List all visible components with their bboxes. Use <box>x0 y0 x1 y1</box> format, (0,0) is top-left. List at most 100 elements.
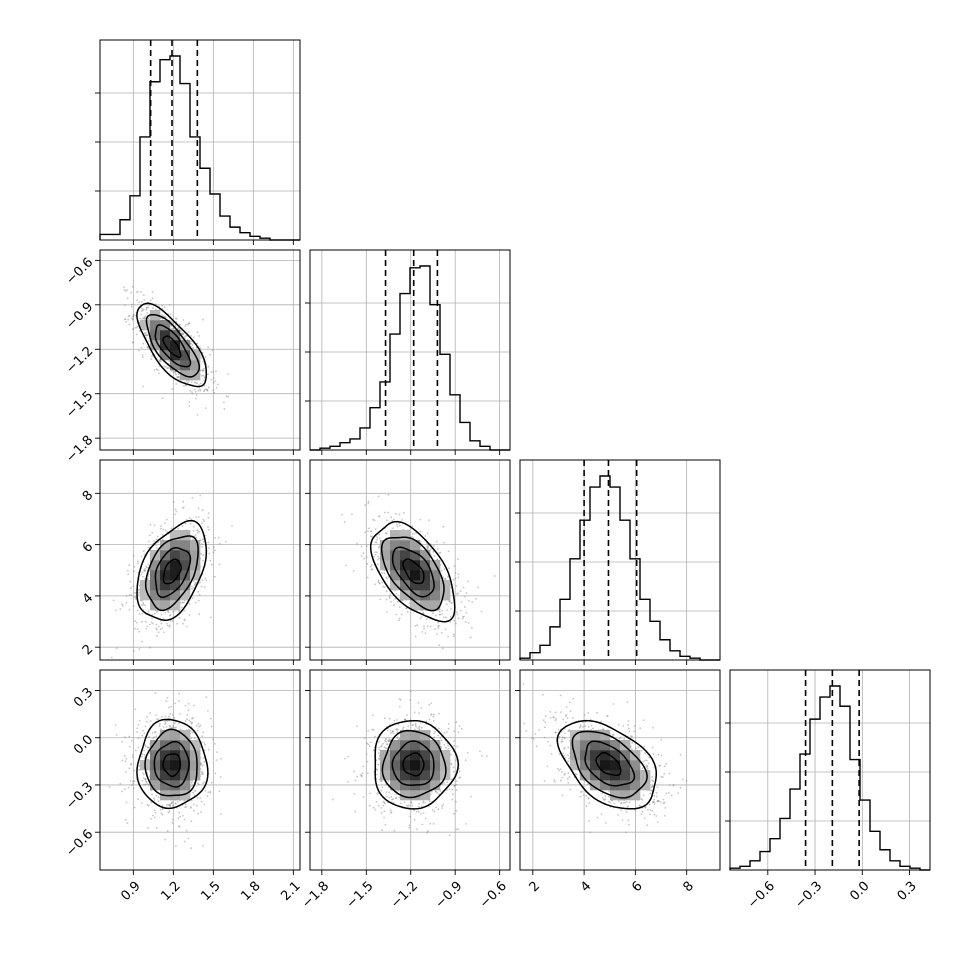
scatter-point <box>187 322 190 325</box>
scatter-point <box>174 802 177 805</box>
scatter-point <box>194 583 197 586</box>
scatter-point <box>389 732 392 734</box>
density-cell <box>430 750 441 761</box>
scatter-point <box>175 726 177 729</box>
scatter-point <box>444 578 447 581</box>
scatter-point <box>446 781 449 784</box>
scatter-point <box>180 329 182 332</box>
scatter-point <box>481 755 483 757</box>
scatter-point <box>395 592 398 595</box>
scatter-point <box>219 776 222 778</box>
scatter-point <box>176 622 179 625</box>
scatter-point <box>457 828 460 830</box>
density-cell <box>170 760 181 771</box>
scatter-point <box>657 800 660 802</box>
scatter-point <box>196 331 199 333</box>
scatter-point <box>129 780 132 782</box>
scatter-point <box>164 720 167 723</box>
scatter-point <box>450 778 453 780</box>
scatter-point <box>163 365 166 368</box>
scatter-point <box>431 809 434 811</box>
scatter-point <box>207 710 209 712</box>
scatter-point <box>424 801 427 804</box>
scatter-point <box>479 750 481 753</box>
density-cell <box>410 590 421 601</box>
scatter-point <box>138 613 141 615</box>
density-cell <box>380 760 391 771</box>
scatter-point <box>443 568 446 571</box>
scatter-point <box>374 551 377 553</box>
scatter-point <box>395 728 397 731</box>
scatter-point <box>142 342 145 345</box>
scatter-point <box>144 569 147 572</box>
scatter-point <box>192 731 194 734</box>
scatter-point <box>190 335 193 337</box>
scatter-point <box>164 722 167 724</box>
scatter-point <box>398 698 401 700</box>
scatter-point <box>367 772 369 775</box>
density-cell <box>180 590 191 601</box>
scatter-point <box>374 528 377 530</box>
scatter-point <box>128 608 131 611</box>
contour-level-1 <box>153 740 190 788</box>
scatter-point <box>147 804 150 807</box>
scatter-point <box>406 804 408 807</box>
scatter-point <box>177 373 180 375</box>
scatter-point <box>192 791 195 794</box>
scatter-point <box>133 592 136 594</box>
scatter-point <box>644 759 646 762</box>
scatter-point <box>176 376 179 379</box>
scatter-point <box>462 616 464 618</box>
density-cell <box>420 750 431 761</box>
scatter-point <box>147 610 150 612</box>
scatter-point <box>422 612 425 614</box>
scatter-point <box>212 371 215 373</box>
panel-grid <box>520 460 720 660</box>
scatter-point <box>385 740 387 743</box>
density-cell <box>180 580 191 591</box>
scatter-point <box>388 738 391 741</box>
scatter-point <box>374 808 377 811</box>
scatter-point <box>132 314 135 316</box>
scatter-point <box>210 371 213 373</box>
scatter-point <box>471 601 474 603</box>
scatter-point <box>145 334 148 337</box>
scatter-point <box>461 617 464 620</box>
scatter-point <box>182 814 184 817</box>
scatter-point <box>197 783 200 786</box>
scatter-point <box>451 798 454 801</box>
scatter-point <box>159 808 162 811</box>
marginal-panel-0 <box>95 39 301 245</box>
scatter-point <box>439 551 442 554</box>
scatter-point <box>365 753 368 756</box>
scatter-point <box>449 621 452 623</box>
scatter-point <box>170 328 173 330</box>
scatter-point <box>200 355 203 357</box>
scatter-point <box>133 780 136 782</box>
scatter-point <box>437 621 439 624</box>
density-cell <box>180 540 191 551</box>
scatter-point <box>443 782 445 784</box>
scatter-point <box>140 291 142 293</box>
scatter-point <box>395 796 397 799</box>
scatter-point <box>453 784 456 787</box>
density-cell <box>180 530 191 541</box>
scatter-point <box>203 384 206 387</box>
scatter-point <box>227 373 230 375</box>
scatter-point <box>206 795 209 798</box>
scatter-point <box>135 749 137 752</box>
density-cell <box>150 320 161 331</box>
density-cell <box>170 780 181 791</box>
scatter-point <box>115 609 117 612</box>
scatter-point <box>377 804 380 807</box>
scatter-point <box>378 533 381 536</box>
scatter-point <box>132 315 135 318</box>
scatter-point <box>453 730 456 733</box>
scatter-point <box>407 725 410 728</box>
scatter-point <box>385 519 388 522</box>
scatter-point <box>125 595 128 597</box>
scatter-point <box>155 610 158 613</box>
scatter-point <box>364 504 366 507</box>
scatter-point <box>452 766 455 769</box>
scatter-point <box>160 314 163 316</box>
